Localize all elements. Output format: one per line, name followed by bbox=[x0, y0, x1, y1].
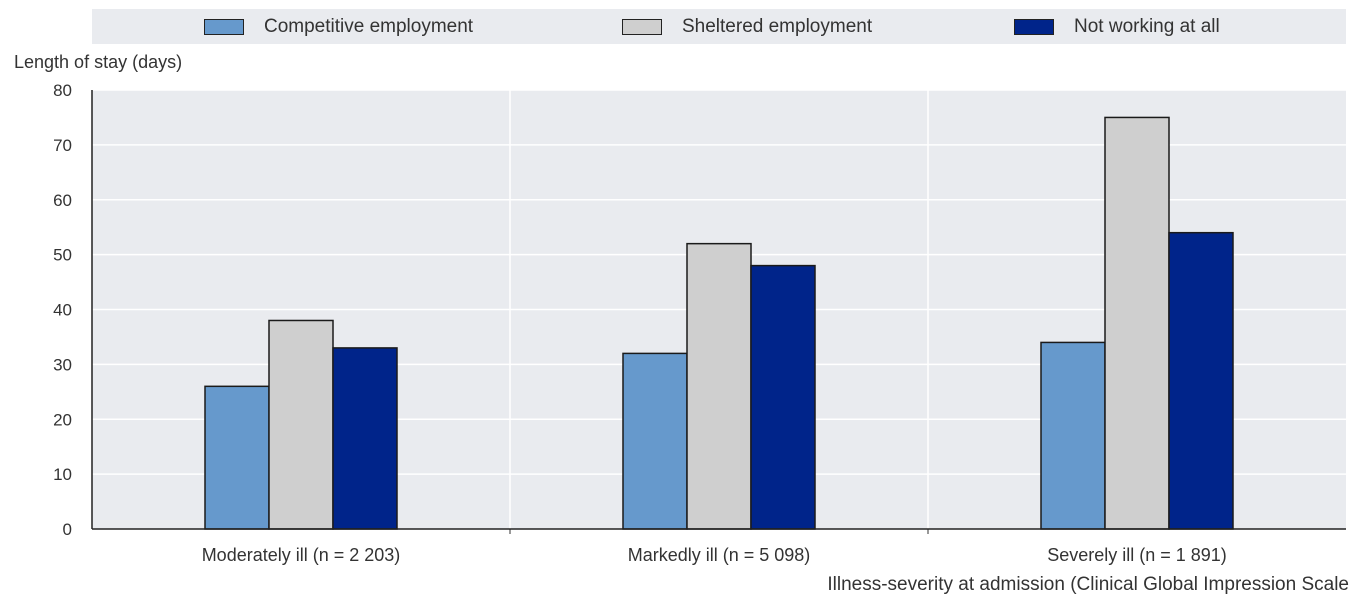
y-tick-label-0: 0 bbox=[63, 520, 72, 539]
legend-label-not-working: Not working at all bbox=[1074, 15, 1220, 37]
legend-item-not-working: Not working at all bbox=[1014, 9, 1220, 44]
y-tick-label-3: 30 bbox=[53, 355, 72, 374]
x-category-label-2: Severely ill (n = 1 891) bbox=[1047, 545, 1227, 565]
bar-1-1 bbox=[686, 242, 752, 530]
y-tick-label-1: 10 bbox=[53, 465, 72, 484]
bar-2-0 bbox=[1040, 341, 1106, 530]
y-axis-label: Length of stay (days) bbox=[14, 52, 183, 72]
legend-item-competitive: Competitive employment bbox=[204, 9, 473, 44]
legend: Competitive employment Sheltered employm… bbox=[92, 9, 1346, 44]
y-tick-label-8: 80 bbox=[53, 81, 72, 100]
y-tick-label-5: 50 bbox=[53, 246, 72, 265]
bar-0-2 bbox=[332, 347, 398, 530]
bar-2-2 bbox=[1168, 231, 1234, 530]
legend-label-sheltered: Sheltered employment bbox=[682, 15, 873, 37]
legend-swatch-sheltered bbox=[622, 18, 662, 35]
legend-swatch-competitive bbox=[204, 18, 244, 35]
y-tick-label-4: 40 bbox=[53, 301, 72, 320]
bar-1-2 bbox=[750, 264, 816, 530]
legend-swatch-not-working bbox=[1014, 18, 1054, 35]
x-category-label-0: Moderately ill (n = 2 203) bbox=[202, 545, 401, 565]
bar-0-1 bbox=[268, 319, 334, 530]
y-tick-label-6: 60 bbox=[53, 191, 72, 210]
legend-item-sheltered: Sheltered employment bbox=[622, 9, 872, 44]
x-category-label-1: Markedly ill (n = 5 098) bbox=[628, 545, 811, 565]
bar-2-1 bbox=[1104, 116, 1170, 530]
y-tick-label-7: 70 bbox=[53, 136, 72, 155]
legend-label-competitive: Competitive employment bbox=[264, 15, 474, 37]
bar-1-0 bbox=[622, 352, 688, 530]
y-tick-label-2: 20 bbox=[53, 410, 72, 429]
bar-0-0 bbox=[204, 385, 270, 530]
x-axis-label: Illness-severity at admission (Clinical … bbox=[827, 574, 1349, 595]
